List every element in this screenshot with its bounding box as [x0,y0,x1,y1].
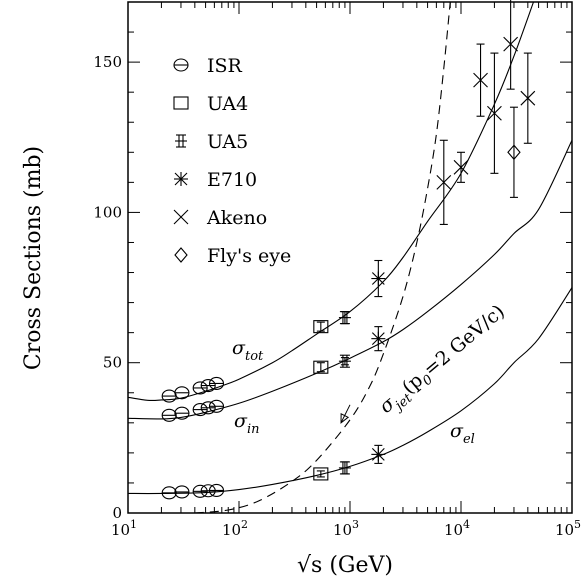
diamond-shape [507,144,521,161]
cross-diag2 [436,174,452,190]
curves-group [128,2,572,513]
legend-marker-circle [173,58,189,72]
data-point-circle [208,376,225,390]
curve-label-rest-tail: =2 GeV/c) [419,300,509,380]
legend-label: E710 [207,169,257,191]
curve-label-sub: in [247,422,260,437]
data-point-circle [174,485,190,499]
curve-sigma-in [128,140,572,420]
x-tick-label: 103 [333,518,359,539]
jet-arrow-head [340,413,350,424]
data-point-square [313,360,329,374]
curve-label-sub: tot [245,349,264,364]
label-sigma-in: σin [234,410,260,437]
legend-marker-e710 [174,172,188,186]
legend-marker-square [173,96,189,110]
cross-diag2 [520,90,536,106]
cross-diag2 [473,72,488,88]
x-tick-label: 104 [444,518,470,539]
data-point-circle [200,401,216,415]
legend-label: ISR [207,55,243,77]
square-marker-shape [313,360,329,374]
data-point-e710 [371,447,386,462]
data-point-square [313,467,329,481]
x-tick-label: 105 [555,518,581,539]
cross-diag2 [487,105,502,121]
diamond-shape [174,247,188,263]
data-point-cross [453,159,469,175]
data-point-cross [487,105,502,121]
data-point-circle [208,399,225,413]
data-point-ua5 [338,311,351,325]
label-sigma-el: σel [450,420,475,447]
data-point-circle [161,486,177,500]
x-tick-exponent: 3 [352,518,359,531]
jet-arrow-line [340,404,351,424]
legend-marker-cross [173,209,189,225]
data-point-circle [174,386,190,400]
data-point-e710 [371,271,386,286]
data-point-square [313,320,329,334]
x-tick-label: 102 [222,518,248,539]
curve-sigma-jet [194,2,451,513]
data-point-cross [520,90,536,106]
data-point-cross [436,174,452,190]
legend-label: UA4 [207,93,248,115]
data-point-circle [192,403,208,417]
square-marker-shape [173,96,189,110]
legend-label: Fly's eye [207,245,291,267]
legend-label: Akeno [206,207,267,229]
x-axis-title: √s (GeV) [297,553,393,578]
legend-marker-ua5 [175,134,187,148]
data-point-cross [503,36,519,52]
data-point-circle [192,381,208,395]
data-point-ua5 [338,354,351,368]
data-point-circle [174,406,190,420]
x-tick-exponent: 1 [130,518,137,531]
data-point-ua5 [338,461,351,475]
cross-diag2 [503,36,519,52]
data-point-circle [192,484,208,498]
legend-label: UA5 [207,131,248,153]
data-point-e710 [371,331,386,346]
cross-diag2 [453,159,469,175]
legend-marker-diamond [174,247,188,263]
data-point-circle [161,408,177,422]
y-axis-title: Cross Sections (mb) [21,146,46,370]
data-point-circle [200,379,216,393]
x-tick-exponent: 4 [463,518,470,531]
data-point-circle [161,389,177,403]
cross-diag2 [173,209,189,225]
square-marker-shape [313,467,329,481]
y-tick-label: 150 [93,53,122,71]
x-tick-exponent: 2 [241,518,248,531]
y-tick-label: 100 [93,203,122,221]
x-tick-exponent: 5 [574,518,581,531]
label-sigma-tot: σtot [232,337,264,364]
y-tick-label: 50 [103,354,122,372]
y-tick-label: 0 [112,504,122,522]
curve-label-sub: el [463,432,475,447]
square-marker-shape [313,320,329,334]
data-point-diamond [507,144,521,161]
data-point-cross [473,72,488,88]
data-point-circle [208,483,225,498]
